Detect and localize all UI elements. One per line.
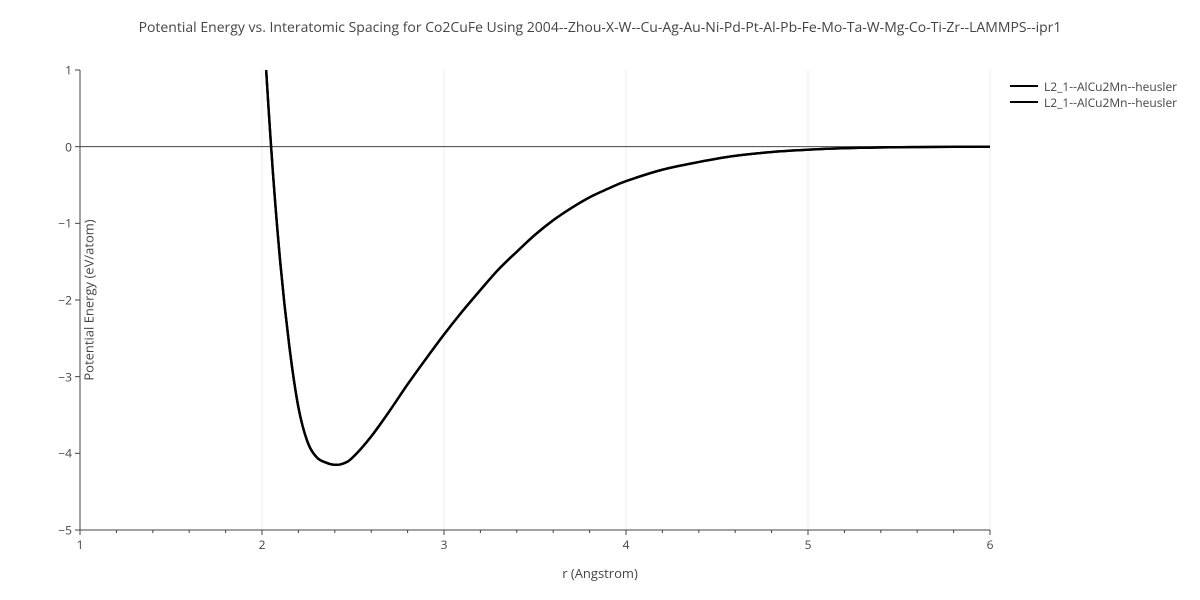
x-tick-label: 6 [987,536,994,553]
legend-label: L2_1--AlCu2Mn--heusler [1044,78,1177,95]
y-tick-label: 0 [65,138,72,155]
legend-swatch [1010,85,1038,87]
x-tick-label: 2 [259,536,266,553]
y-tick-label: −4 [58,445,72,462]
chart-container: Potential Energy vs. Interatomic Spacing… [0,0,1200,600]
x-tick-label: 5 [805,536,812,553]
legend-item[interactable]: L2_1--AlCu2Mn--heusler [1010,78,1177,94]
x-tick-label: 3 [441,536,448,553]
series-line [253,0,990,465]
y-tick-label: −2 [58,292,72,309]
y-tick-label: −5 [58,522,72,539]
series-line [253,0,990,465]
y-tick-label: −3 [58,368,72,385]
legend: L2_1--AlCu2Mn--heuslerL2_1--AlCu2Mn--heu… [1010,78,1177,110]
x-tick-label: 4 [623,536,630,553]
y-tick-label: −1 [58,215,72,232]
x-tick-label: 1 [77,536,84,553]
legend-label: L2_1--AlCu2Mn--heusler [1044,94,1177,111]
legend-item[interactable]: L2_1--AlCu2Mn--heusler [1010,94,1177,110]
legend-swatch [1010,101,1038,103]
y-tick-label: 1 [65,62,72,79]
